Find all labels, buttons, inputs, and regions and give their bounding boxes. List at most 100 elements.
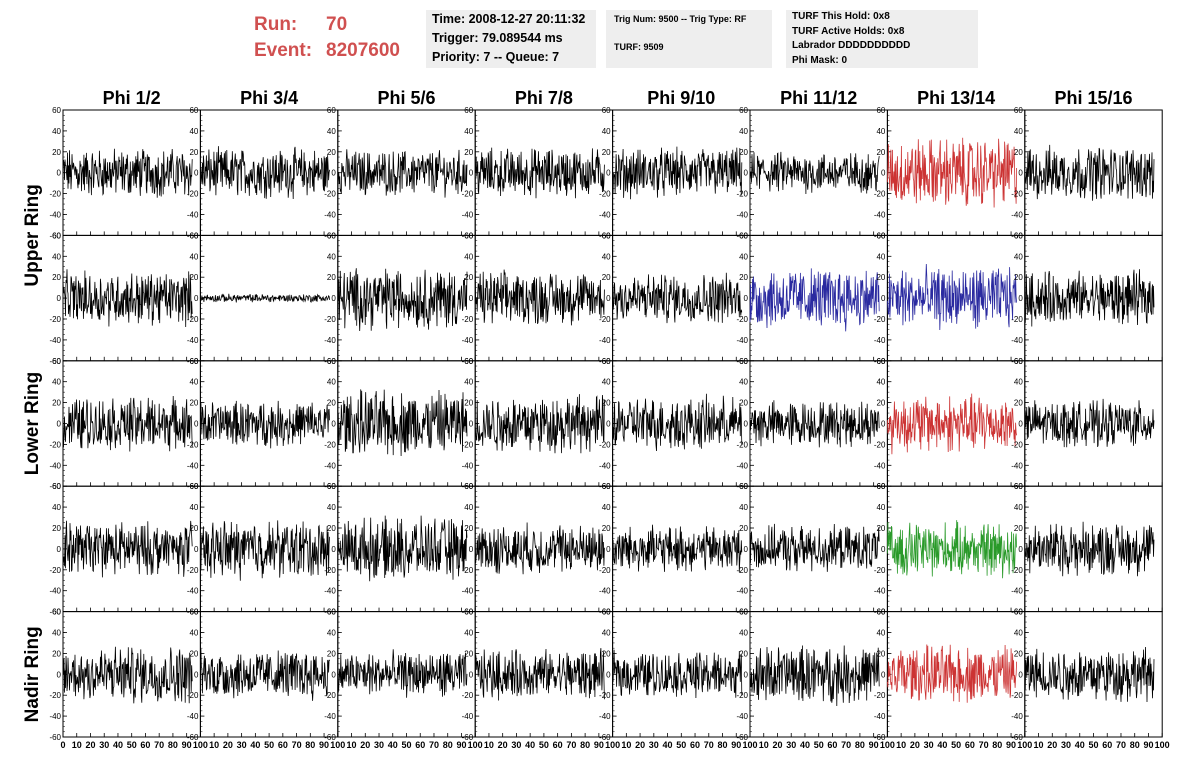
ring-label: Lower Ring	[22, 372, 43, 475]
x-tick-label: 30	[924, 740, 934, 750]
y-tick-label: -40	[187, 587, 199, 596]
y-tick-label: 0	[469, 545, 474, 554]
y-tick-label: -20	[49, 315, 61, 324]
y-tick-label: -40	[874, 712, 886, 721]
y-tick-label: -20	[1011, 691, 1023, 700]
y-tick-label: -20	[462, 190, 474, 199]
x-tick-label: 10	[347, 740, 357, 750]
y-tick-label: 40	[464, 629, 473, 638]
x-tick-label: 50	[676, 740, 686, 750]
waveform-trace	[337, 268, 468, 332]
y-tick-label: 60	[876, 106, 885, 115]
y-tick-label: 40	[602, 252, 611, 261]
panel-frame	[612, 611, 751, 738]
x-tick-label: 70	[979, 740, 989, 750]
y-tick-label: 60	[739, 357, 748, 366]
waveform-trace	[474, 269, 605, 326]
y-tick-label: 40	[739, 629, 748, 638]
y-tick-label: 40	[189, 629, 198, 638]
trig-num-box: Trig Num: 9500 -- Trig Type: RF TURF: 95…	[606, 10, 772, 68]
y-tick-label: 40	[52, 252, 61, 261]
y-tick-label: -20	[324, 440, 336, 449]
y-tick-label: -20	[874, 566, 886, 575]
x-tick-label: 80	[305, 740, 315, 750]
y-tick-label: 60	[1014, 357, 1023, 366]
y-tick-label: -20	[599, 315, 611, 324]
waveform-trace	[887, 263, 1017, 331]
column-header: Phi 15/16	[1054, 88, 1132, 108]
y-tick-label: 0	[744, 670, 749, 679]
x-tick-label: 60	[415, 740, 425, 750]
waveform-trace	[1024, 144, 1155, 201]
y-tick-label: -60	[324, 733, 336, 742]
y-tick-label: 60	[739, 608, 748, 617]
waveform-trace	[1024, 646, 1155, 703]
x-tick-label: 80	[1130, 740, 1140, 750]
waveform-trace	[887, 520, 1017, 579]
y-tick-label: -40	[462, 712, 474, 721]
y-tick-label: 40	[1014, 503, 1023, 512]
y-tick-label: 60	[52, 482, 61, 491]
y-tick-label: -40	[462, 211, 474, 220]
x-tick-label: 100	[193, 740, 208, 750]
x-tick-label: 30	[1061, 740, 1071, 750]
waveform-trace	[612, 393, 743, 452]
column-header: Phi 7/8	[515, 88, 573, 108]
y-tick-label: 0	[744, 169, 749, 178]
x-tick-label: 100	[330, 740, 345, 750]
y-tick-label: -40	[49, 712, 61, 721]
y-tick-label: 40	[602, 378, 611, 387]
turf-hold-text: TURF This Hold: 0x8	[792, 11, 890, 22]
waveform-trace	[1024, 521, 1155, 577]
y-tick-label: 40	[327, 378, 336, 387]
y-tick-label: 0	[744, 420, 749, 429]
y-tick-label: 20	[739, 399, 748, 408]
y-tick-label: -40	[874, 336, 886, 345]
y-tick-label: 20	[327, 524, 336, 533]
y-tick-label: -20	[736, 440, 748, 449]
y-tick-label: -20	[874, 691, 886, 700]
y-tick-label: 0	[606, 545, 611, 554]
y-tick-label: 20	[189, 399, 198, 408]
y-tick-label: 60	[602, 357, 611, 366]
y-tick-label: 0	[57, 420, 62, 429]
y-tick-label: 20	[1014, 399, 1023, 408]
y-tick-label: 0	[881, 670, 886, 679]
y-tick-label: 40	[739, 378, 748, 387]
y-tick-label: -60	[49, 733, 61, 742]
y-tick-label: 20	[876, 273, 885, 282]
y-tick-label: 0	[1018, 294, 1023, 303]
y-tick-label: -40	[736, 712, 748, 721]
x-tick-label: 80	[855, 740, 865, 750]
y-tick-label: 20	[1014, 148, 1023, 157]
y-tick-label: 40	[189, 127, 198, 136]
y-tick-label: 20	[739, 649, 748, 658]
x-tick-label: 90	[594, 740, 604, 750]
waveform-trace	[612, 146, 743, 200]
x-tick-label: 30	[374, 740, 384, 750]
x-tick-label: 100	[1155, 740, 1170, 750]
waveform-trace	[62, 520, 193, 578]
y-tick-label: -40	[1011, 336, 1023, 345]
x-tick-label: 80	[992, 740, 1002, 750]
x-tick-label: 90	[1006, 740, 1016, 750]
y-tick-label: -20	[736, 315, 748, 324]
y-tick-label: 0	[1018, 545, 1023, 554]
x-tick-label: 60	[1102, 740, 1112, 750]
y-tick-label: 0	[881, 420, 886, 429]
y-tick-label: -40	[462, 587, 474, 596]
y-tick-label: 20	[739, 524, 748, 533]
y-tick-label: -60	[462, 733, 474, 742]
column-header: Phi 11/12	[780, 88, 857, 108]
x-tick-label: 60	[965, 740, 975, 750]
x-tick-label: 20	[635, 740, 645, 750]
y-tick-label: -40	[187, 336, 199, 345]
y-tick-label: 60	[1014, 608, 1023, 617]
x-tick-label: 40	[388, 740, 398, 750]
y-tick-label: 20	[189, 649, 198, 658]
y-tick-label: -20	[874, 190, 886, 199]
y-tick-label: 60	[876, 231, 885, 240]
y-tick-label: -20	[187, 440, 199, 449]
x-tick-label: 10	[209, 740, 219, 750]
y-tick-label: -20	[736, 691, 748, 700]
